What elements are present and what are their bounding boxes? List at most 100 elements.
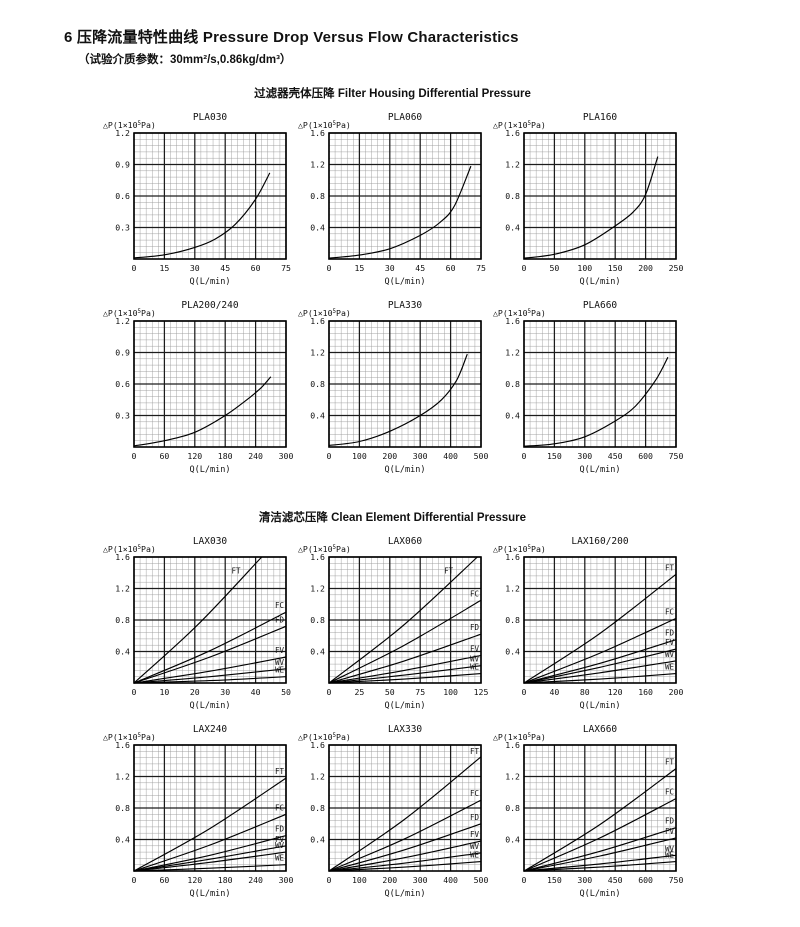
chart-title: PLA660	[583, 300, 618, 311]
x-tick-label: 100	[352, 451, 367, 461]
chart-LAX160/200: LAX160/200 △P(1×105Pa) 0.4 0.8 1.2 1.6 0 40 80 12…	[493, 536, 683, 711]
y-axis-label: △P(1×105Pa)	[103, 308, 156, 318]
x-tick-label: 0	[522, 263, 527, 273]
x-tick-label: 120	[608, 687, 623, 697]
series-curve-fc	[328, 599, 482, 684]
x-tick-label: 100	[443, 687, 458, 697]
chart-cell-lax160-200: LAX160/200 △P(1×105Pa) 0.4 0.8 1.2 1.6 0 40 80 12…	[490, 533, 685, 715]
chart-PLA060: PLA060 △P(1×105Pa) 0.4 0.8 1.2 1.6 0 15 30 45 60 75…	[298, 112, 486, 287]
chart-title: LAX060	[388, 536, 423, 547]
series-curve-wv	[328, 665, 482, 684]
y-tick-label: 0.8	[310, 379, 325, 389]
y-axis-label: △P(1×105Pa)	[298, 308, 351, 318]
series-curve-fv	[328, 654, 482, 684]
x-tick-label: 50	[281, 687, 291, 697]
element-chart-grid: LAX030 △P(1×105Pa) 0.4 0.8 1.2 1.6 0 10 20 30 40 50…	[100, 533, 685, 903]
x-tick-label: 120	[187, 451, 202, 461]
x-tick-label: 300	[577, 875, 592, 885]
series-label-we: WE	[665, 851, 675, 860]
series-curve-fd	[523, 827, 677, 872]
series-curve-we	[328, 861, 482, 872]
series-label-fd: FD	[275, 615, 285, 624]
x-tick-label: 0	[522, 687, 527, 697]
x-tick-label: 300	[413, 875, 428, 885]
x-tick-label: 750	[669, 451, 684, 461]
chart-cell-lax240: LAX240 △P(1×105Pa) 0.4 0.8 1.2 1.6 0 60 120 180 24…	[100, 721, 295, 903]
chart-cell-pla660: PLA660 △P(1×105Pa) 0.4 0.8 1.2 1.6 0 150 300 450 6…	[490, 297, 685, 479]
series-curve-fv	[133, 656, 287, 684]
chart-LAX240: LAX240 △P(1×105Pa) 0.4 0.8 1.2 1.6 0 60 120 180 24…	[103, 724, 293, 899]
y-axis-label: △P(1×105Pa)	[103, 732, 156, 742]
x-axis-label: Q(L/min)	[385, 277, 426, 287]
chart-PLA200/240: PLA200/240 △P(1×105Pa) 0.3 0.6 0.9 1.2 0 60 120 1…	[103, 300, 293, 475]
x-tick-label: 125	[474, 687, 489, 697]
chart-title: PLA060	[388, 112, 423, 123]
y-tick-label: 1.6	[310, 552, 325, 562]
series-curve-wv	[523, 660, 677, 684]
series-curve-wv	[328, 852, 482, 872]
series-label-fv: FV	[470, 644, 480, 653]
y-tick-label: 1.6	[505, 316, 520, 326]
y-tick-label: 0.8	[115, 615, 130, 625]
chart-title: PLA200/240	[181, 300, 238, 311]
y-tick-label: 0.4	[505, 647, 520, 657]
x-tick-label: 80	[580, 687, 590, 697]
x-axis-label: Q(L/min)	[580, 889, 621, 899]
series-label-we: WE	[275, 666, 285, 675]
series-label-wv: WV	[275, 658, 285, 667]
x-axis-label: Q(L/min)	[190, 889, 231, 899]
series-curve	[133, 376, 272, 447]
series-label-ft: FT	[231, 566, 241, 575]
x-tick-label: 0	[327, 875, 332, 885]
series-curve-fd	[133, 625, 287, 684]
series-label-wv: WV	[665, 650, 675, 659]
series-label-ft: FT	[665, 563, 675, 572]
section-heading-housing-en: Filter Housing Differential Pressure	[337, 88, 531, 100]
y-tick-label: 1.2	[115, 316, 130, 326]
x-tick-label: 750	[669, 875, 684, 885]
x-axis-label: Q(L/min)	[385, 465, 426, 475]
x-tick-label: 75	[415, 687, 425, 697]
y-tick-label: 0.4	[310, 223, 325, 233]
page-title-zh: 6 压降流量特性曲线	[64, 29, 199, 46]
series-curve-wv	[133, 668, 287, 684]
series-curve-we	[328, 673, 482, 684]
chart-title: LAX160/200	[571, 536, 628, 547]
x-axis-label: Q(L/min)	[580, 701, 621, 711]
series-label-wv: WV	[665, 844, 675, 853]
x-tick-label: 75	[281, 263, 291, 273]
page-subtitle: （试验介质参数：30mm²/s,0.86kg/dm³）	[78, 54, 292, 66]
y-tick-label: 1.6	[310, 128, 325, 138]
chart-title: LAX240	[193, 724, 228, 735]
series-curve-fc	[133, 813, 287, 872]
section-heading-housing: 过滤器壳体压降 Filter Housing Differential Pres…	[100, 85, 685, 101]
x-tick-label: 150	[608, 263, 623, 273]
series-label-fd: FD	[275, 825, 285, 834]
x-tick-label: 450	[608, 451, 623, 461]
x-axis-label: Q(L/min)	[580, 277, 621, 287]
y-tick-label: 1.2	[310, 348, 325, 358]
series-curve-fv	[133, 845, 287, 872]
series-label-fv: FV	[275, 646, 285, 655]
y-tick-label: 1.2	[505, 772, 520, 782]
chart-cell-pla060: PLA060 △P(1×105Pa) 0.4 0.8 1.2 1.6 0 15 30 45 60 75…	[295, 109, 490, 291]
x-tick-label: 150	[547, 451, 562, 461]
y-tick-label: 1.6	[505, 128, 520, 138]
x-tick-label: 10	[159, 687, 169, 697]
series-curve-fd	[328, 633, 482, 684]
series-curve-fv	[523, 648, 677, 684]
series-curve-fv	[328, 840, 482, 872]
series-label-fv: FV	[470, 830, 480, 839]
series-label-we: WE	[470, 851, 480, 860]
series-curve-wv	[523, 854, 677, 872]
chart-PLA030: PLA030 △P(1×105Pa) 0.3 0.6 0.9 1.2 0 15 30 45 60 75…	[103, 112, 291, 287]
series-label-wv: WV	[275, 841, 285, 850]
x-tick-label: 75	[476, 263, 486, 273]
page-title-en: Pressure Drop Versus Flow Characteristic…	[202, 29, 519, 46]
series-curve-fd	[133, 835, 287, 872]
x-tick-label: 0	[132, 875, 137, 885]
series-label-ft: FT	[444, 567, 454, 576]
y-tick-label: 0.8	[115, 803, 130, 813]
x-tick-label: 30	[190, 263, 200, 273]
x-tick-label: 60	[446, 263, 456, 273]
